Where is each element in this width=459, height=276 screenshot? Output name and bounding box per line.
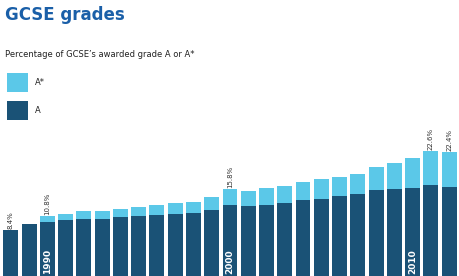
Text: GCSE grades: GCSE grades bbox=[5, 6, 124, 23]
Text: Percentage of GCSE’s awarded grade A or A*: Percentage of GCSE’s awarded grade A or … bbox=[5, 50, 194, 59]
Text: A: A bbox=[34, 106, 40, 115]
Bar bbox=[350, 174, 364, 194]
Text: 22.6%: 22.6% bbox=[427, 128, 433, 150]
Bar bbox=[40, 216, 55, 222]
Bar bbox=[258, 205, 274, 276]
Bar bbox=[441, 187, 455, 276]
Bar bbox=[422, 151, 437, 185]
Bar bbox=[368, 167, 383, 190]
Bar bbox=[40, 222, 55, 276]
Bar bbox=[22, 224, 37, 276]
Bar bbox=[131, 216, 146, 276]
Bar bbox=[168, 203, 182, 214]
Bar bbox=[7, 101, 28, 120]
Bar bbox=[240, 191, 255, 206]
Text: 2010: 2010 bbox=[407, 250, 416, 274]
Text: 8.4%: 8.4% bbox=[8, 211, 14, 229]
Bar bbox=[331, 177, 346, 196]
Bar bbox=[240, 206, 255, 276]
Text: 15.8%: 15.8% bbox=[226, 165, 233, 188]
Bar bbox=[441, 152, 455, 187]
Bar bbox=[422, 185, 437, 276]
Bar bbox=[95, 211, 109, 219]
Bar bbox=[113, 217, 128, 276]
Bar bbox=[76, 211, 91, 219]
Bar bbox=[222, 205, 237, 276]
Bar bbox=[404, 188, 419, 276]
Bar bbox=[386, 189, 401, 276]
Text: A*: A* bbox=[34, 78, 45, 87]
Bar bbox=[95, 219, 109, 276]
Bar bbox=[58, 220, 73, 276]
Bar bbox=[149, 215, 164, 276]
Bar bbox=[131, 207, 146, 216]
Bar bbox=[113, 209, 128, 217]
Bar bbox=[149, 205, 164, 215]
Bar bbox=[7, 73, 28, 92]
Text: 10.8%: 10.8% bbox=[45, 193, 50, 215]
Bar bbox=[222, 189, 237, 205]
Bar bbox=[313, 199, 328, 276]
Bar bbox=[350, 194, 364, 276]
Bar bbox=[58, 214, 73, 220]
Text: 1990: 1990 bbox=[43, 249, 52, 274]
Bar bbox=[76, 219, 91, 276]
Bar bbox=[277, 203, 291, 276]
Bar bbox=[168, 214, 182, 276]
Bar bbox=[277, 186, 291, 203]
Bar bbox=[204, 210, 219, 276]
Text: 2000: 2000 bbox=[225, 250, 234, 274]
Text: 22.4%: 22.4% bbox=[445, 129, 451, 151]
Bar bbox=[258, 188, 274, 205]
Bar bbox=[368, 190, 383, 276]
Bar bbox=[295, 200, 310, 276]
Bar bbox=[404, 158, 419, 188]
Bar bbox=[313, 179, 328, 199]
Bar bbox=[4, 230, 18, 276]
Bar bbox=[185, 213, 201, 276]
Bar bbox=[386, 163, 401, 189]
Bar bbox=[295, 182, 310, 200]
Bar bbox=[204, 197, 219, 210]
Bar bbox=[185, 202, 201, 213]
Bar bbox=[331, 196, 346, 276]
